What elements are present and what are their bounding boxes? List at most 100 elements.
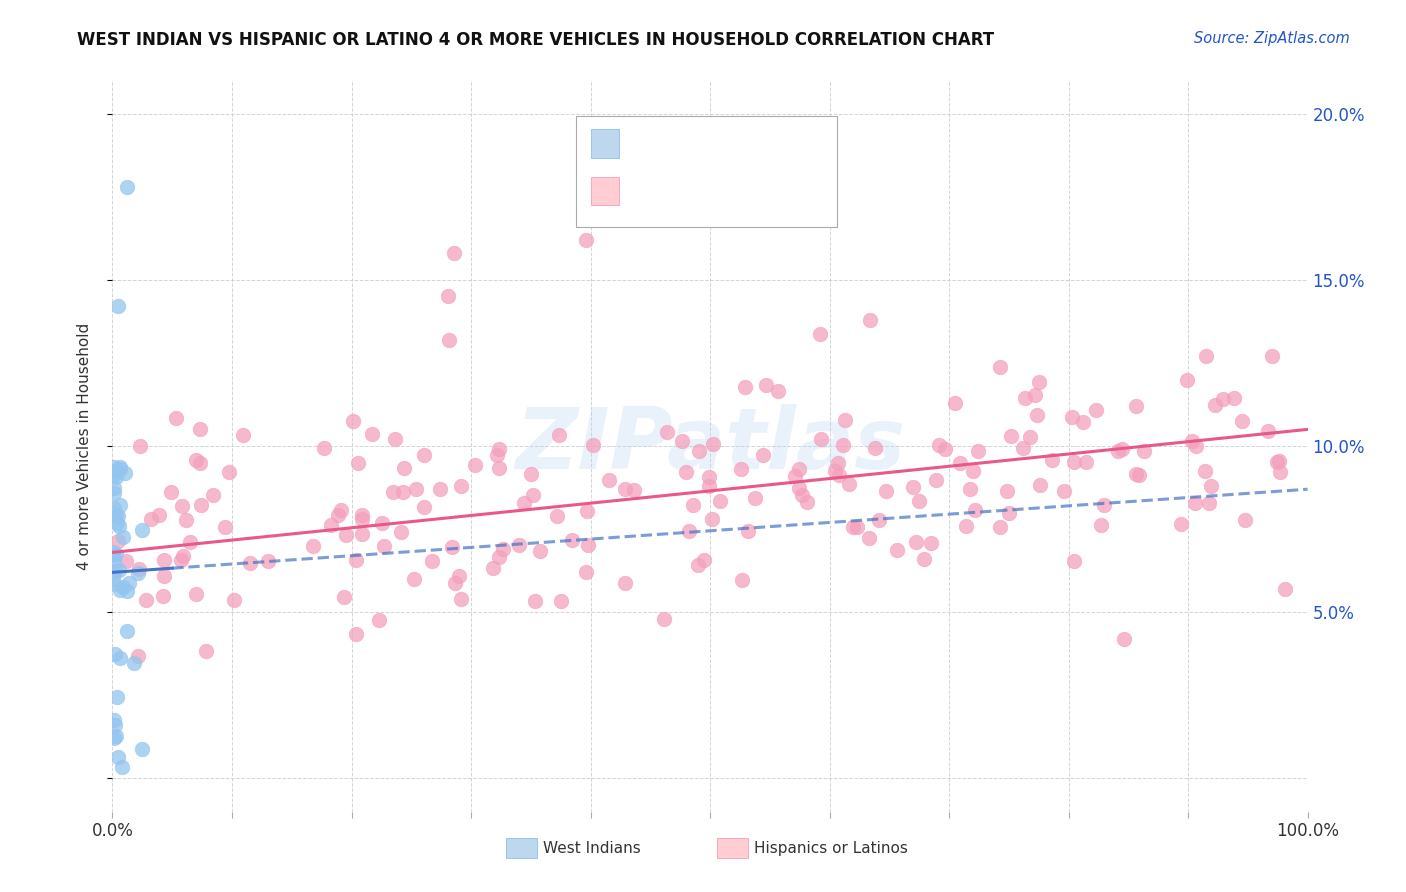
Point: [792, 488, 814, 502]
Point: [810, 433, 832, 447]
Text: R =: R =: [626, 134, 662, 152]
Text: N =: N =: [710, 181, 747, 199]
Point: [111, 530, 134, 544]
Point: [737, 524, 759, 538]
Point: [108, 498, 131, 512]
Point: [444, 575, 467, 590]
Point: [1114, 632, 1136, 646]
Point: [152, 569, 174, 583]
Point: [693, 552, 716, 566]
Point: [1194, 349, 1216, 363]
Point: [437, 289, 460, 303]
Point: [547, 428, 569, 442]
Point: [381, 484, 404, 499]
Point: [561, 533, 583, 547]
Point: [101, 573, 124, 587]
Point: [148, 508, 170, 522]
Point: [392, 461, 415, 475]
Point: [352, 512, 374, 526]
Point: [488, 442, 510, 457]
Point: [949, 456, 972, 470]
Text: 0.505: 0.505: [658, 181, 710, 199]
Point: [1025, 408, 1047, 422]
Point: [384, 432, 406, 446]
Point: [576, 538, 599, 552]
Point: [412, 448, 434, 462]
Point: [127, 566, 149, 580]
Point: [443, 246, 465, 260]
Point: [115, 179, 138, 194]
Point: [107, 750, 129, 764]
Point: [575, 233, 598, 247]
Point: [1071, 415, 1094, 429]
Point: [575, 565, 598, 579]
Point: [1212, 392, 1234, 406]
Point: [581, 438, 603, 452]
Point: [1024, 387, 1046, 401]
Point: [115, 624, 138, 638]
Point: [112, 580, 135, 594]
Point: [117, 584, 139, 599]
Point: [785, 469, 807, 483]
Point: [402, 572, 425, 586]
Y-axis label: 4 or more Vehicles in Household: 4 or more Vehicles in Household: [77, 322, 91, 570]
Point: [1125, 467, 1147, 481]
Point: [828, 467, 851, 482]
Point: [104, 718, 127, 732]
Point: [114, 466, 136, 480]
Text: N =: N =: [710, 134, 747, 152]
Point: [1181, 434, 1204, 449]
Point: [405, 483, 427, 497]
Point: [955, 519, 977, 533]
Point: [520, 467, 543, 481]
Text: 0.086: 0.086: [658, 134, 710, 152]
Point: [114, 554, 136, 568]
Point: [1063, 454, 1085, 468]
Point: [688, 444, 710, 458]
Point: [172, 549, 194, 563]
Point: [905, 535, 928, 549]
Point: [194, 643, 217, 657]
Point: [1084, 402, 1107, 417]
Point: [170, 499, 193, 513]
Point: [1090, 518, 1112, 533]
Point: [787, 462, 810, 476]
Point: [127, 648, 149, 663]
Point: [105, 516, 128, 530]
Point: [751, 448, 773, 462]
Point: [110, 459, 132, 474]
Point: [838, 477, 860, 491]
Point: [908, 494, 931, 508]
Point: [450, 478, 472, 492]
Point: [529, 544, 551, 558]
Point: [344, 553, 367, 567]
Point: [845, 520, 868, 534]
Point: [1267, 454, 1289, 468]
Point: [827, 457, 849, 471]
Point: [523, 594, 546, 608]
Point: [139, 512, 162, 526]
Point: [1029, 477, 1052, 491]
Point: [1268, 465, 1291, 479]
Point: [239, 556, 262, 570]
Point: [901, 480, 924, 494]
Point: [1199, 479, 1222, 493]
Point: [925, 473, 948, 487]
Point: [1028, 375, 1050, 389]
Point: [928, 438, 950, 452]
Point: [105, 508, 128, 522]
Point: [412, 500, 434, 515]
Point: [1170, 516, 1192, 531]
Point: [1233, 512, 1256, 526]
Text: 41: 41: [742, 134, 772, 152]
Point: [107, 533, 129, 548]
Point: [1274, 582, 1296, 597]
Point: [1014, 391, 1036, 405]
Point: [576, 504, 599, 518]
Point: [730, 462, 752, 476]
Point: [863, 441, 886, 455]
Point: [333, 590, 356, 604]
Point: [429, 482, 451, 496]
Point: [522, 488, 544, 502]
Point: [371, 516, 394, 530]
